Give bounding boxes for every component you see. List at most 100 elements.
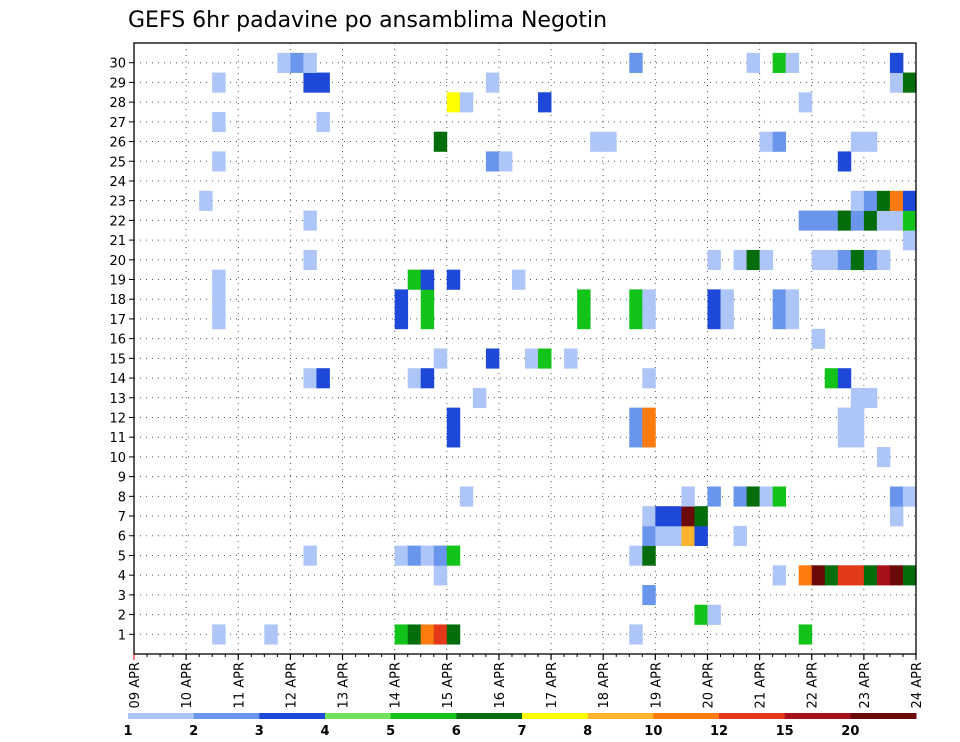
color-legend: 1 2 3 4 5 6 7 8 10 12 15 20 <box>123 713 917 739</box>
heatmap-cell <box>694 604 708 625</box>
heatmap-cell <box>459 92 474 113</box>
heatmap-cell <box>446 92 461 113</box>
y-axis-ticks: 1234567891011121314151617181920212223242… <box>109 57 134 643</box>
y-tick-label: 27 <box>109 116 126 131</box>
heatmap-cell <box>889 210 904 231</box>
heatmap-cell <box>433 565 448 586</box>
legend-label: 1 <box>123 724 132 739</box>
x-tick-label: 16 APR <box>493 662 508 708</box>
legend-label: 8 <box>583 724 592 739</box>
heatmap-cell <box>629 309 643 330</box>
heatmap-cell <box>290 52 304 73</box>
heatmap-cell <box>798 210 813 231</box>
x-tick-label: 12 APR <box>284 662 299 708</box>
y-tick-label: 21 <box>109 234 126 249</box>
y-tick-label: 18 <box>109 293 126 308</box>
heatmap-cell <box>525 348 539 369</box>
legend-swatch <box>784 713 851 719</box>
heatmap-cell <box>642 407 656 428</box>
heatmap-cell <box>212 111 226 133</box>
heatmap-cell <box>759 249 774 271</box>
heatmap-cell <box>733 249 747 271</box>
heatmap-cell <box>420 545 435 566</box>
heatmap-cell <box>277 52 291 73</box>
y-tick-label: 20 <box>109 254 126 269</box>
heatmap-cell <box>394 624 409 645</box>
y-tick-label: 12 <box>109 411 126 426</box>
heatmap-cell <box>889 190 904 211</box>
heatmap-cell <box>199 190 213 211</box>
heatmap-cell <box>785 52 800 73</box>
heatmap-cell <box>394 309 409 330</box>
heatmap-cell <box>212 624 226 645</box>
heatmap-cell <box>889 52 904 73</box>
chart-title: GEFS 6hr padavine po ansamblima Negotin <box>128 8 607 33</box>
legend-swatch <box>193 713 260 719</box>
heatmap-cell <box>420 368 435 389</box>
heatmap-cell <box>420 309 435 330</box>
heatmap-cell <box>681 525 695 546</box>
legend-swatch <box>259 713 326 719</box>
heatmap-cell <box>772 289 787 310</box>
heatmap-cell <box>746 52 760 73</box>
heatmap-cell <box>733 525 747 546</box>
heatmap-cell <box>407 269 422 290</box>
heatmap-cell <box>720 289 734 310</box>
heatmap-cell <box>707 309 721 330</box>
heatmap-cell <box>798 92 813 113</box>
heatmap-cell <box>824 368 839 389</box>
heatmap-cell <box>850 190 865 211</box>
heatmap-cell <box>407 368 422 389</box>
heatmap-cell <box>577 289 591 310</box>
heatmap-cell <box>850 249 865 271</box>
x-tick-label: 19 APR <box>649 662 664 708</box>
legend-swatch <box>325 713 392 719</box>
heatmap-cell <box>446 427 461 448</box>
heatmap-cell <box>876 190 891 211</box>
x-tick-label: 13 APR <box>337 662 352 708</box>
legend-label: 2 <box>189 724 198 739</box>
heatmap-cell <box>472 387 487 409</box>
heatmap-cell <box>772 52 787 73</box>
heatmap-cell <box>694 506 708 527</box>
heatmap-cell <box>303 210 317 231</box>
heatmap-cell <box>485 151 500 172</box>
heatmap-cell <box>876 565 891 586</box>
heatmap-cell <box>433 545 448 566</box>
heatmap-cell <box>629 624 643 645</box>
legend-label: 4 <box>320 724 329 739</box>
heatmap-cell <box>212 269 226 290</box>
heatmap-cell <box>316 368 330 389</box>
heatmap-cell <box>407 624 422 645</box>
heatmap-cells <box>199 52 917 645</box>
y-tick-label: 5 <box>118 549 126 564</box>
heatmap-cell <box>759 131 774 152</box>
x-tick-label: 18 APR <box>597 662 612 708</box>
y-tick-label: 3 <box>118 589 126 604</box>
y-tick-label: 15 <box>109 352 126 367</box>
heatmap-cell <box>642 309 656 330</box>
heatmap-cell <box>655 506 669 527</box>
legend-swatch <box>390 713 457 719</box>
y-tick-label: 24 <box>109 175 126 190</box>
heatmap-cell <box>850 565 865 586</box>
heatmap-cell <box>303 72 317 93</box>
heatmap-cell <box>772 131 787 152</box>
y-tick-label: 4 <box>118 569 126 584</box>
y-tick-label: 11 <box>109 431 126 446</box>
heatmap-cell <box>681 506 695 527</box>
y-tick-label: 10 <box>109 451 126 466</box>
heatmap-cell <box>902 72 917 93</box>
legend-swatch <box>850 713 917 719</box>
y-tick-label: 30 <box>109 57 126 72</box>
legend-label: 5 <box>386 724 395 739</box>
heatmap-cell <box>394 545 409 566</box>
y-tick-label: 2 <box>118 609 126 624</box>
heatmap-cell <box>511 269 526 290</box>
heatmap-cell <box>642 427 656 448</box>
heatmap-cell <box>212 72 226 93</box>
y-tick-label: 6 <box>118 530 126 545</box>
heatmap-cell <box>629 407 643 428</box>
heatmap-cell <box>407 545 422 566</box>
legend-swatch <box>587 713 654 719</box>
